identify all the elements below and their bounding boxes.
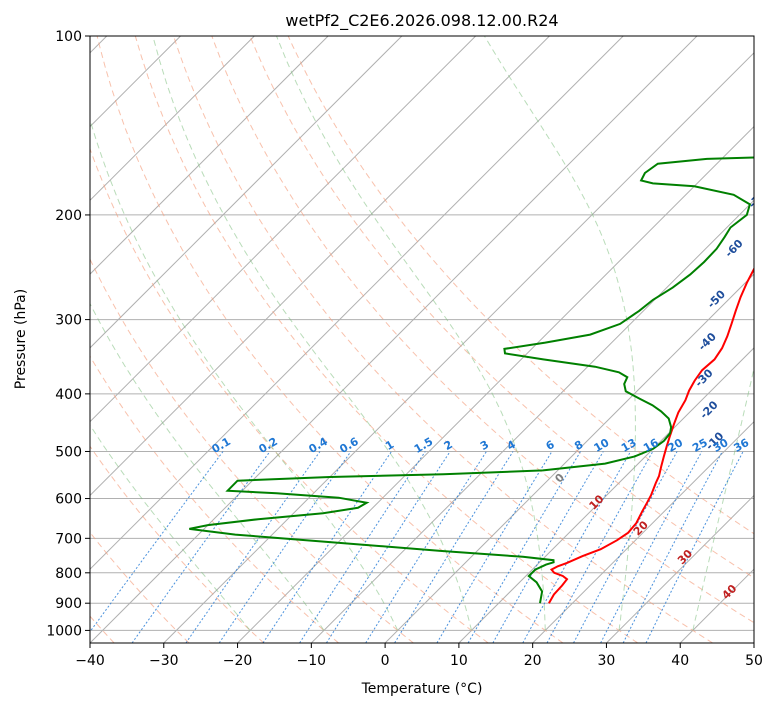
axes: −40 −30 −20 −10 0 10 20 30 40 5010020030040050060… bbox=[46, 29, 763, 669]
isotherm-grid-line bbox=[606, 494, 754, 643]
isotherm-grid-line bbox=[163, 52, 754, 643]
chart-title: wetPf2_C2E6.2026.098.12.00.R24 bbox=[285, 11, 558, 31]
isotherm-grid-line bbox=[532, 420, 754, 643]
isotherm-grid-line bbox=[90, 36, 403, 349]
isotherm-grid-line bbox=[679, 568, 754, 643]
mixing-ratio-line bbox=[436, 451, 553, 643]
y-tick-label: 900 bbox=[55, 596, 82, 612]
isotherm-grid-line bbox=[90, 36, 255, 202]
x-tick-label: −40 bbox=[75, 653, 105, 669]
mixing-ratio-line bbox=[600, 451, 703, 643]
y-axis-label: Pressure (hPa) bbox=[13, 289, 29, 389]
mixing-ratio-line bbox=[131, 451, 271, 643]
y-tick-label: 500 bbox=[55, 444, 82, 460]
data-layer bbox=[189, 156, 754, 604]
moist-adiabat-line bbox=[90, 424, 251, 631]
dry-adiabat-label: -20 bbox=[697, 398, 720, 421]
mixing-ratio-label: 10 bbox=[592, 436, 612, 455]
plot-background bbox=[90, 36, 754, 643]
line-labels: -100-90-80-70-60-50-40-30-20-100.10.20.4… bbox=[210, 143, 775, 602]
isotherm-grid-line bbox=[753, 642, 754, 643]
y-tick-label: 800 bbox=[55, 566, 82, 582]
x-tick-label: 20 bbox=[524, 653, 542, 669]
moist-adiabat-line bbox=[483, 36, 636, 631]
isotherm-grid-line bbox=[90, 36, 550, 497]
mixing-ratio-line bbox=[262, 451, 392, 643]
moist-adiabat-line bbox=[276, 36, 546, 631]
y-tick-label: 700 bbox=[55, 531, 82, 547]
dry-adiabat-line bbox=[249, 36, 754, 579]
moist-adiabat-line bbox=[152, 36, 472, 631]
mixing-ratio-line bbox=[218, 451, 352, 643]
mixing-ratio-line bbox=[394, 451, 514, 643]
isotherm-grid-line bbox=[310, 199, 754, 643]
x-tick-label: −10 bbox=[297, 653, 327, 669]
mixing-ratio-line bbox=[299, 451, 426, 643]
mixing-ratio-line bbox=[522, 451, 632, 643]
isotherm-grid-line bbox=[90, 36, 624, 570]
dry-adiabat-label: -30 bbox=[692, 366, 715, 389]
x-axis-label: Temperature (°C) bbox=[361, 681, 483, 697]
y-tick-label: 600 bbox=[55, 492, 82, 508]
temperature-profile-line bbox=[548, 266, 754, 604]
moist-adiabat-label: 0 bbox=[552, 471, 567, 486]
isotherm-grid-line bbox=[384, 273, 754, 643]
x-tick-label: 30 bbox=[598, 653, 616, 669]
mixing-ratio-line bbox=[185, 451, 321, 643]
mixing-ratio-label: 3 bbox=[478, 438, 491, 453]
moist-adiabat-label: 10 bbox=[587, 492, 607, 512]
dry-adiabat-line bbox=[134, 36, 639, 643]
dry-adiabat-line bbox=[90, 258, 414, 643]
mixing-ratio-line bbox=[492, 451, 604, 643]
isotherm-grid-line bbox=[90, 36, 477, 423]
dry-adiabat-line bbox=[90, 147, 489, 643]
mixing-ratio-label: 0.6 bbox=[337, 435, 361, 456]
x-tick-label: 50 bbox=[745, 653, 763, 669]
dry-adiabat-line bbox=[90, 445, 265, 643]
mixing-ratio-line bbox=[573, 451, 678, 643]
mixing-ratio-label: 0.4 bbox=[307, 435, 331, 456]
x-tick-label: 10 bbox=[450, 653, 468, 669]
dry-adiabat-label: -70 bbox=[746, 187, 769, 210]
y-tick-label: 300 bbox=[55, 313, 82, 329]
dewpoint-profile-line bbox=[189, 156, 754, 604]
y-tick-label: 1000 bbox=[46, 623, 82, 639]
x-tick-label: −20 bbox=[223, 653, 253, 669]
x-tick-label: 0 bbox=[381, 653, 390, 669]
mixing-ratio-label: 1.5 bbox=[412, 435, 435, 456]
mixing-ratio-line bbox=[365, 451, 487, 643]
moist-adiabat-label: 20 bbox=[631, 518, 651, 538]
dry-adiabat-label: -60 bbox=[722, 237, 745, 260]
moist-adiabat-label: 40 bbox=[719, 582, 739, 602]
moist-adiabat-line bbox=[90, 302, 325, 631]
x-tick-label: −30 bbox=[149, 653, 179, 669]
y-tick-label: 100 bbox=[55, 29, 82, 45]
y-tick-label: 200 bbox=[55, 208, 82, 224]
dry-adiabat-label: -80 bbox=[761, 143, 775, 166]
isotherm-grid-line bbox=[90, 36, 329, 275]
isotherm-grid-line bbox=[90, 36, 698, 643]
moist-adiabat-line bbox=[692, 366, 754, 631]
dry-adiabat-line bbox=[96, 36, 564, 643]
mixing-ratio-label: 6 bbox=[544, 438, 557, 453]
x-tick-label: 40 bbox=[671, 653, 689, 669]
moist-adiabat-line bbox=[90, 117, 399, 631]
dry-adiabat-label: -40 bbox=[696, 330, 719, 353]
mixing-ratio-line bbox=[90, 451, 224, 633]
mixing-ratio-label: 2 bbox=[442, 438, 455, 453]
mixing-ratio-label: 1 bbox=[383, 438, 396, 453]
plot-frame bbox=[89, 35, 755, 644]
mixing-ratio-line bbox=[467, 451, 581, 643]
isotherm-grid-line bbox=[458, 347, 754, 643]
dry-adiabat-line bbox=[211, 36, 754, 624]
mixing-ratio-line bbox=[546, 451, 654, 643]
mixing-ratio-label: 0.1 bbox=[210, 435, 233, 456]
y-tick-label: 400 bbox=[55, 387, 82, 403]
dry-adiabat-line bbox=[90, 355, 339, 643]
dry-adiabat-label: -50 bbox=[705, 287, 728, 310]
